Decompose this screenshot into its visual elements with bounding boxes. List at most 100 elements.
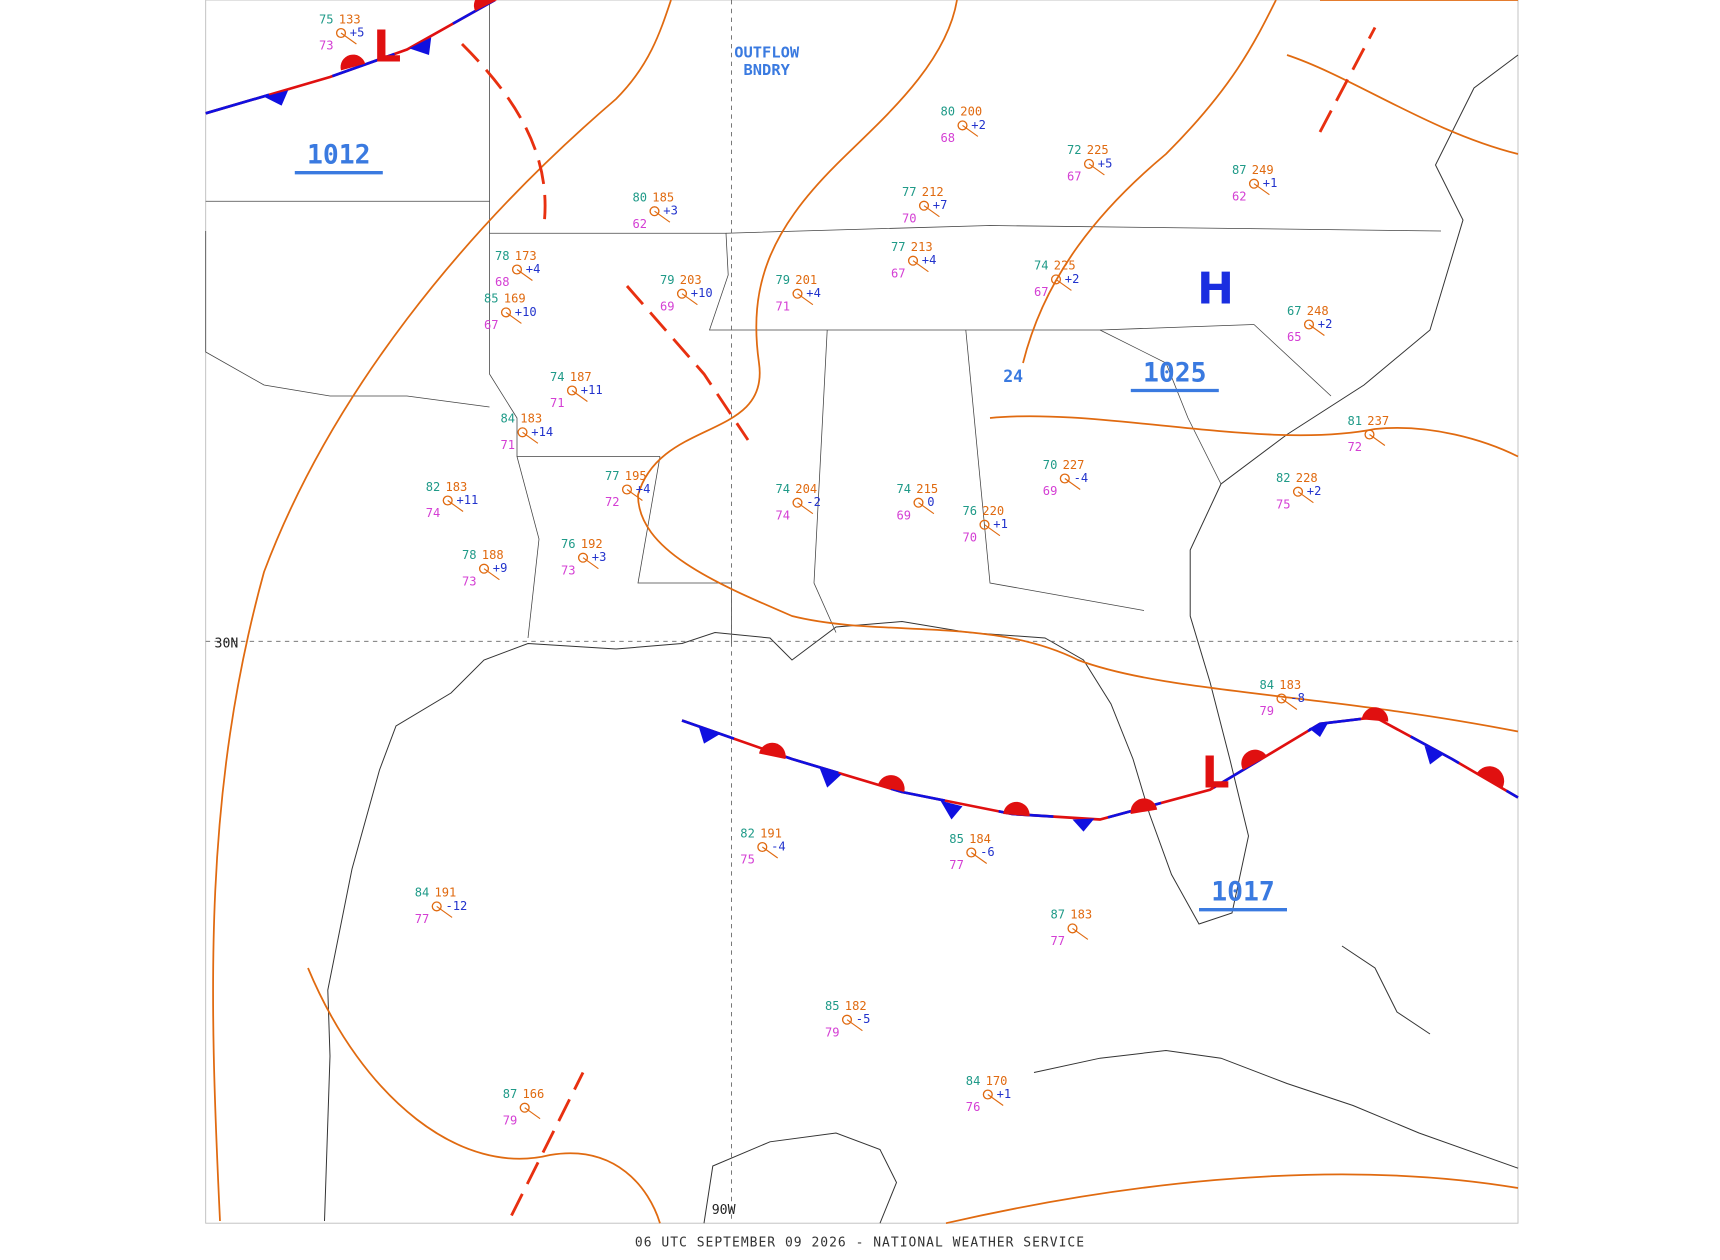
- center-pressure: 1025: [1143, 358, 1207, 389]
- station-tendency: +4: [526, 262, 541, 276]
- wind-barb: [505, 311, 522, 324]
- station-tendency: -12: [446, 899, 468, 913]
- station-temp: 74: [897, 482, 912, 496]
- station-temp: 79: [776, 273, 791, 287]
- station-plot: 72 225 67 +5: [1067, 143, 1112, 183]
- center-symbol: H: [1197, 264, 1234, 315]
- station-plot: 81 237 72: [1348, 414, 1390, 454]
- station-circle: [841, 1014, 853, 1025]
- center-symbol: L: [373, 22, 401, 73]
- station-temp: 84: [415, 886, 430, 900]
- front-symbols-south: [698, 707, 1505, 832]
- station-circle: [957, 120, 968, 131]
- station-temp: 77: [891, 240, 906, 254]
- wind-barb: [970, 852, 988, 864]
- station-pressure: 185: [652, 191, 674, 205]
- station-dewpoint: 70: [902, 211, 917, 225]
- station-tendency: -6: [980, 845, 995, 859]
- station-temp: 82: [426, 480, 441, 494]
- graticule: [205, 0, 1519, 1224]
- wind-barb: [797, 502, 814, 515]
- latitude-label: 30N: [215, 637, 239, 652]
- station-plot: 76 192 73 +3: [561, 537, 606, 577]
- coastlines: [324, 54, 1519, 1224]
- station-dewpoint: 62: [1232, 189, 1247, 203]
- station-plot: 84 191 77 -12: [415, 886, 468, 926]
- station-pressure: 184: [969, 832, 991, 846]
- wind-barb: [987, 1094, 1004, 1106]
- station-circle: [519, 1102, 530, 1113]
- wind-barb: [681, 293, 698, 306]
- wind-barb: [571, 390, 588, 402]
- station-dewpoint: 74: [426, 506, 441, 520]
- station-tendency: +5: [1098, 156, 1113, 170]
- station-dewpoint: 73: [319, 39, 334, 53]
- station-dewpoint: 73: [462, 574, 477, 588]
- station-plot: 87 249 62 +1: [1232, 163, 1277, 203]
- station-temp: 74: [550, 370, 565, 384]
- station-circle: [335, 27, 347, 39]
- station-temp: 70: [1043, 458, 1058, 472]
- station-pressure: 201: [795, 273, 817, 287]
- station-pressure: 133: [339, 12, 361, 26]
- wind-barb: [1308, 324, 1325, 336]
- station-pressure: 183: [1279, 678, 1301, 692]
- station-tendency: +2: [1307, 484, 1322, 498]
- station-dewpoint: 65: [1287, 330, 1302, 344]
- station-pressure: 188: [482, 548, 504, 562]
- station-temp: 76: [962, 504, 977, 518]
- station-dewpoint: 75: [1276, 497, 1291, 511]
- station-temp: 84: [500, 412, 515, 426]
- station-pressure: 228: [1296, 471, 1318, 485]
- station-circle: [1276, 693, 1287, 704]
- center-pressure: 1017: [1211, 877, 1275, 908]
- station-circle: [511, 264, 523, 275]
- station-plot: 74 187 71 +11: [550, 370, 603, 410]
- station-pressure: 204: [795, 482, 817, 496]
- station-tendency: +2: [1318, 317, 1333, 331]
- station-tendency: -8: [1290, 691, 1305, 705]
- station-tendency: +10: [515, 305, 537, 319]
- station-temp: 84: [966, 1074, 981, 1088]
- longitude-label: 90W: [712, 1203, 736, 1218]
- station-dewpoint: 70: [962, 530, 977, 544]
- station-dewpoint: 74: [776, 508, 791, 522]
- station-pressure: 227: [1063, 458, 1085, 472]
- station-pressure: 173: [515, 249, 537, 263]
- station-dewpoint: 69: [897, 508, 912, 522]
- wind-barb: [654, 210, 671, 223]
- station-dewpoint: 77: [949, 858, 964, 872]
- station-pressure: 215: [916, 482, 938, 496]
- station-tendency: +3: [592, 550, 607, 564]
- wind-barb: [761, 846, 779, 859]
- station-circle: [757, 841, 768, 853]
- station-pressure: 183: [520, 412, 542, 426]
- wind-barb: [846, 1019, 863, 1032]
- station-temp: 85: [825, 999, 840, 1013]
- station-plot: 84 183 71 +14: [500, 412, 553, 452]
- station-dewpoint: 75: [740, 853, 755, 867]
- station-plot: 78 173 68 +4: [495, 249, 540, 289]
- station-dewpoint: 71: [550, 396, 565, 410]
- station-plot: 84 170 76 +1: [966, 1074, 1011, 1114]
- station-dewpoint: 67: [1067, 170, 1082, 184]
- station-temp: 74: [776, 482, 791, 496]
- wind-barb: [516, 269, 533, 281]
- wind-barb: [1055, 278, 1072, 291]
- station-dewpoint: 71: [776, 299, 791, 313]
- wind-barb: [340, 32, 357, 45]
- wind-barb: [1064, 478, 1081, 490]
- station-circle: [1059, 473, 1070, 484]
- wind-barb: [582, 557, 599, 570]
- station-plot: 75 133 73 +5: [319, 12, 364, 52]
- station-circle: [982, 1089, 993, 1100]
- troughs: [460, 26, 1377, 1217]
- station-pressure: 249: [1252, 163, 1274, 177]
- station-plot: 67 248 65 +2: [1287, 304, 1332, 344]
- station-dewpoint: 69: [660, 299, 675, 313]
- station-plot: 85 169 67 +10: [484, 292, 537, 332]
- station-plot: 70 227 69 -4: [1043, 458, 1088, 498]
- map-frame: [205, 0, 1519, 1224]
